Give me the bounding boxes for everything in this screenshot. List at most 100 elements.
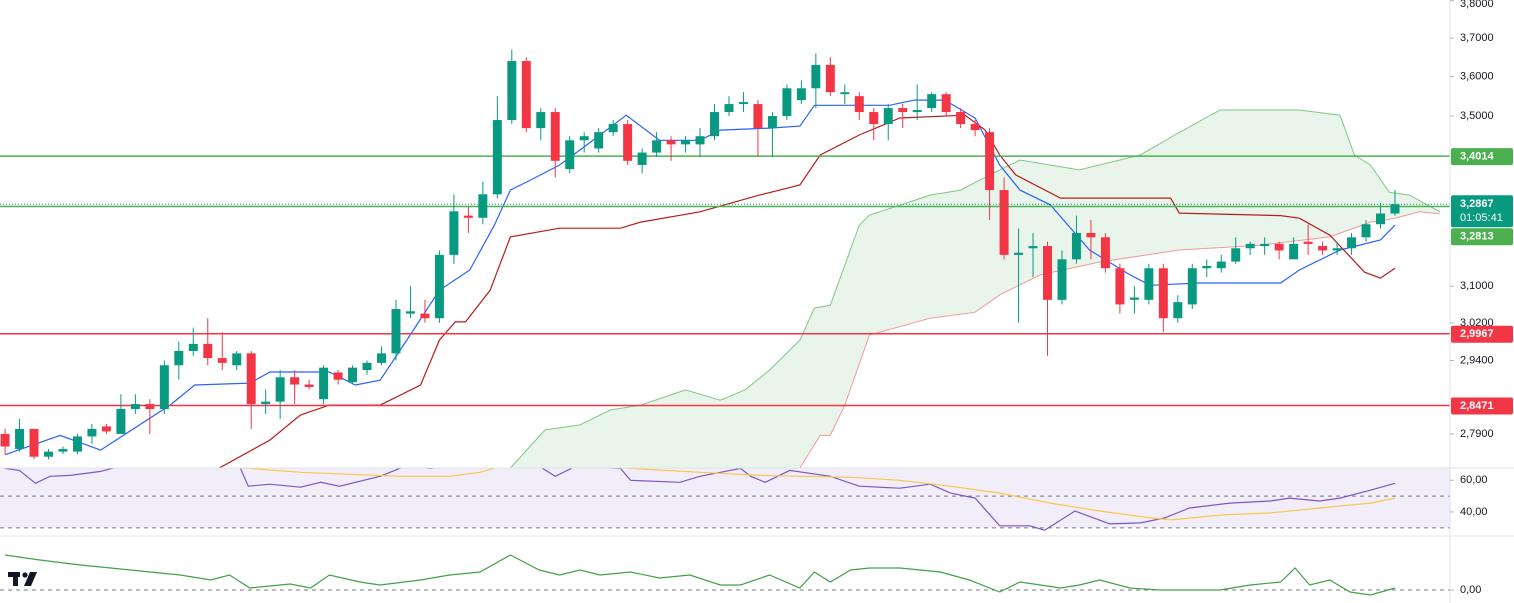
indicator-line [5,554,1396,596]
overlay-line [219,114,1396,468]
y-tick-label: 3,6000 [1460,70,1494,82]
candle-body [87,428,97,437]
candle-body [652,140,662,153]
candle-body [492,120,502,195]
candle-body [217,358,227,363]
last-price-badge [1451,195,1513,228]
indicator-line [225,468,1396,521]
candle-body [15,428,25,450]
candle-body [565,140,575,170]
candle-body [232,353,242,366]
candle-body [608,124,618,133]
candle-body [1260,243,1270,247]
y-tick-label: 40,00 [1460,506,1488,518]
countdown: 01:05:41 [1460,212,1503,224]
candle-body [1318,246,1328,251]
y-tick-label: 2,9400 [1460,354,1494,366]
candle-body [1390,204,1400,214]
candle-body [0,433,10,447]
candle-body [898,108,908,113]
level-label: 2,9967 [1460,328,1494,340]
y-tick-label: 0,00 [1460,584,1481,596]
level-badge [1451,228,1513,246]
candle-body [1014,252,1024,255]
candle-body [58,449,68,452]
y-tick-label: 60,00 [1460,474,1488,486]
candle-body [1361,224,1371,238]
candle-body [883,108,893,125]
candle-body [999,190,1009,255]
candle-body [1245,243,1255,249]
y-tick-label: 2,7900 [1460,428,1494,440]
candle-body [434,254,444,319]
candle-body [666,140,676,145]
candle-body [348,367,358,383]
candle-body [1274,243,1284,251]
logo [8,572,37,586]
candle-body [1100,237,1110,269]
candle-body [1144,268,1154,300]
candle-body [391,308,401,354]
candle-body [1086,232,1096,238]
candle-body [1158,268,1168,319]
candle-body [912,110,922,113]
y-tick-label: 3,7000 [1460,32,1494,44]
candle-body [319,367,329,400]
candle-body [710,112,719,137]
candle-body [695,136,705,145]
candle-body [550,112,560,161]
candle-body [1187,268,1197,305]
candle-body [1216,261,1226,269]
candle-body [956,112,966,125]
candle-body [275,377,285,402]
price-axis: 3,80003,70003,60003,50003,10003,02002,94… [1450,0,1513,596]
level-badge [1451,397,1513,415]
candle-body [304,384,314,387]
candle-body [1289,243,1299,260]
cloud-fill [510,110,1440,468]
level-badge [1451,148,1513,166]
candle-body [753,104,763,129]
candle-body [1173,302,1183,319]
candle-body [782,88,792,117]
candle-body [44,451,53,457]
candle-body [333,372,343,380]
candle-body [840,92,850,95]
candle-body [145,404,155,410]
candle-body [738,102,748,105]
candle-body [767,116,777,129]
candle-body [420,313,430,319]
candle-body [1115,268,1125,305]
candle-body [637,152,647,165]
candle-body [724,104,734,113]
candle-body [174,350,184,366]
price-pane [0,49,1450,468]
candle-body [203,343,213,359]
candle-body [927,94,937,109]
candle-body [970,124,980,131]
candle-body [985,132,995,191]
candle-body [1028,246,1038,249]
candle-body [1303,241,1313,244]
candle-body [1332,248,1342,251]
candle-body [1202,265,1212,269]
candle-body [478,194,488,218]
candle-body [869,112,879,125]
candle-body [463,215,473,218]
candle-body [1129,297,1139,300]
level-label: 2,8471 [1460,400,1494,412]
candle-body [362,362,372,371]
level-badge [1451,325,1513,343]
candle-body [1376,213,1385,225]
y-tick-label: 3,1000 [1460,280,1494,292]
candle-body [29,428,39,457]
candle-body [1231,248,1241,262]
candle-body [507,61,517,121]
y-tick-label: 3,5000 [1460,110,1494,122]
candle-body [681,140,691,145]
candle-body [521,61,531,129]
candle-body [290,377,300,385]
candle-body [825,64,835,93]
